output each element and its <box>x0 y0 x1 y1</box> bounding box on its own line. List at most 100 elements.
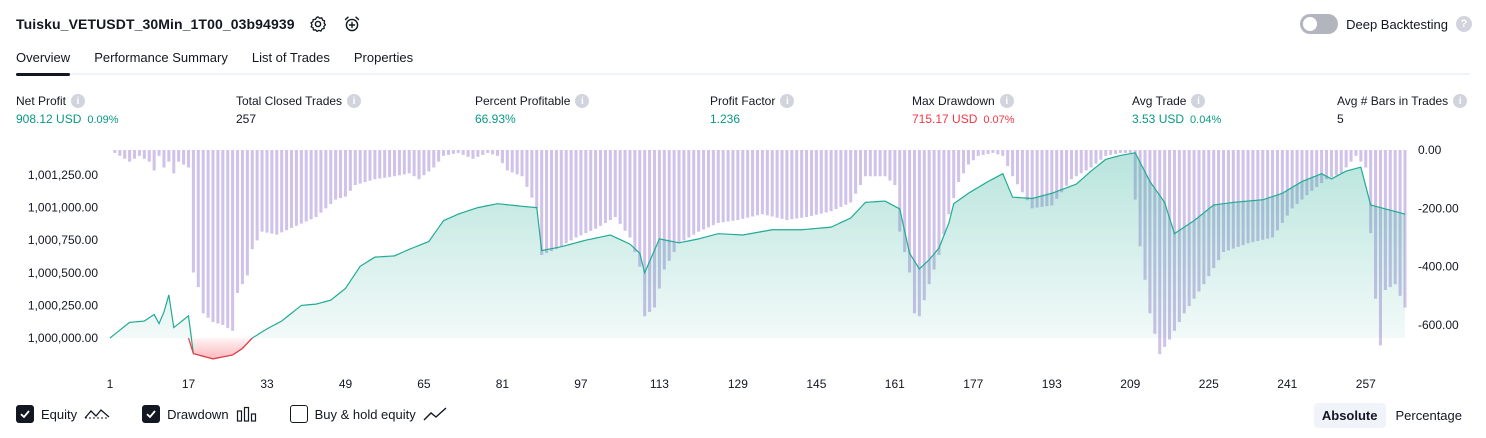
tab-overview[interactable]: Overview <box>16 46 70 76</box>
drawdown-bar <box>820 150 823 214</box>
drawdown-bar <box>133 150 136 159</box>
drawdown-bar <box>1085 150 1088 170</box>
drawdown-bar <box>1364 150 1367 168</box>
drawdown-bar <box>751 150 754 217</box>
drawdown-bar <box>315 150 318 217</box>
drawdown-bar <box>825 150 828 212</box>
drawdown-bar <box>781 150 784 219</box>
info-icon[interactable]: i <box>71 94 85 108</box>
drawdown-bar <box>516 150 519 174</box>
info-icon[interactable]: i <box>780 94 794 108</box>
drawdown-bar <box>530 150 533 198</box>
drawdown-bar <box>692 150 695 235</box>
drawdown-bar <box>599 150 602 226</box>
drawdown-bar <box>933 150 936 270</box>
drawdown-bar <box>246 150 249 275</box>
drawdown-bar <box>550 150 553 251</box>
drawdown-checkbox[interactable] <box>142 405 160 423</box>
drawdown-bar <box>844 150 847 205</box>
drawdown-bar <box>746 150 749 218</box>
drawdown-bar <box>614 150 617 217</box>
legend-buy-hold[interactable]: Buy & hold equity <box>290 405 447 423</box>
drawdown-bar <box>1026 150 1029 200</box>
drawdown-bar <box>216 150 219 324</box>
drawdown-bar <box>830 150 833 211</box>
equity-checkbox[interactable] <box>16 405 34 423</box>
tab-performance-summary[interactable]: Performance Summary <box>94 46 228 76</box>
drawdown-bar <box>707 150 710 227</box>
equity-drawdown-chart[interactable]: 1,001,250.00 1,001,000.00 1,000,750.00 1,00… <box>0 140 1486 398</box>
drawdown-bar <box>1124 150 1127 153</box>
metric-value: 66.93% <box>475 112 516 126</box>
drawdown-bar <box>952 150 955 198</box>
metric-value: 715.17 USD <box>912 112 977 126</box>
drawdown-bar <box>800 150 803 218</box>
drawdown-bar <box>727 150 730 221</box>
deep-backtesting-toggle[interactable] <box>1300 14 1338 34</box>
drawdown-bar <box>177 150 180 162</box>
drawdown-bar <box>207 150 210 318</box>
metrics-row: Net Profit i 908.12 USD 0.09% Total Closed… <box>16 94 1472 130</box>
absolute-button[interactable]: Absolute <box>1314 403 1386 428</box>
help-icon[interactable]: ? <box>1456 16 1472 32</box>
tab-properties[interactable]: Properties <box>354 46 413 76</box>
drawdown-bar <box>790 150 793 219</box>
drawdown-bar <box>192 150 195 273</box>
drawdown-bar <box>408 150 411 173</box>
drawdown-bar <box>849 150 852 203</box>
info-icon[interactable]: i <box>1191 94 1205 108</box>
drawdown-bar <box>560 150 563 246</box>
metric-value: 257 <box>236 112 256 126</box>
drawdown-bar <box>1354 150 1357 156</box>
x-axis-tick: 17 <box>182 377 196 391</box>
tab-list-of-trades[interactable]: List of Trades <box>252 46 330 76</box>
info-icon[interactable]: i <box>575 94 589 108</box>
drawdown-bar <box>604 150 607 223</box>
drawdown-bar <box>859 150 862 185</box>
drawdown-bar <box>231 150 234 331</box>
drawdown-bar <box>869 150 872 176</box>
gear-icon[interactable] <box>307 13 329 35</box>
x-axis-tick: 129 <box>728 377 748 391</box>
drawdown-bar <box>795 150 798 219</box>
drawdown-bar <box>776 150 779 218</box>
drawdown-bar <box>496 150 499 156</box>
metric-label: Profit Factor <box>710 94 775 108</box>
drawdown-bar <box>785 150 788 220</box>
drawdown-bar <box>452 150 455 154</box>
legend-label: Drawdown <box>167 407 228 422</box>
drawdown-bar <box>1340 150 1343 173</box>
drawdown-bar <box>138 150 141 156</box>
drawdown-bar <box>167 150 170 162</box>
alarm-add-icon[interactable] <box>341 13 363 35</box>
info-icon[interactable]: i <box>347 94 361 108</box>
drawdown-bar <box>967 150 970 165</box>
buy-hold-checkbox[interactable] <box>290 405 308 423</box>
drawdown-bar <box>113 150 116 153</box>
drawdown-bar <box>432 150 435 168</box>
drawdown-bar <box>1129 150 1132 153</box>
drawdown-bar <box>1109 150 1112 155</box>
info-icon[interactable]: i <box>1000 94 1014 108</box>
drawdown-bar <box>491 150 494 154</box>
drawdown-bar <box>761 150 764 214</box>
metric-percent: 0.09% <box>87 114 118 126</box>
drawdown-bar <box>221 150 224 325</box>
drawdown-bar <box>805 150 808 217</box>
right-axis-tick: -200.00 <box>1418 201 1459 215</box>
legend-drawdown[interactable]: Drawdown <box>142 405 257 423</box>
right-axis: 0.00-200.00-400.00-600.00 <box>1418 143 1459 332</box>
drawdown-bar <box>324 150 327 208</box>
drawdown-bar <box>182 150 185 165</box>
drawdown-bar <box>624 150 627 231</box>
drawdown-bar <box>525 150 528 187</box>
equity-loss-fill <box>110 338 1405 359</box>
metric-percent: 0.07% <box>983 114 1014 126</box>
percentage-button[interactable]: Percentage <box>1388 403 1471 428</box>
drawdown-bar <box>1011 150 1014 176</box>
drawdown-bar <box>1099 150 1102 160</box>
info-icon[interactable]: i <box>1453 94 1467 108</box>
legend-equity[interactable]: Equity <box>16 405 110 423</box>
drawdown-bar <box>457 150 460 153</box>
drawdown-bar <box>942 150 945 235</box>
